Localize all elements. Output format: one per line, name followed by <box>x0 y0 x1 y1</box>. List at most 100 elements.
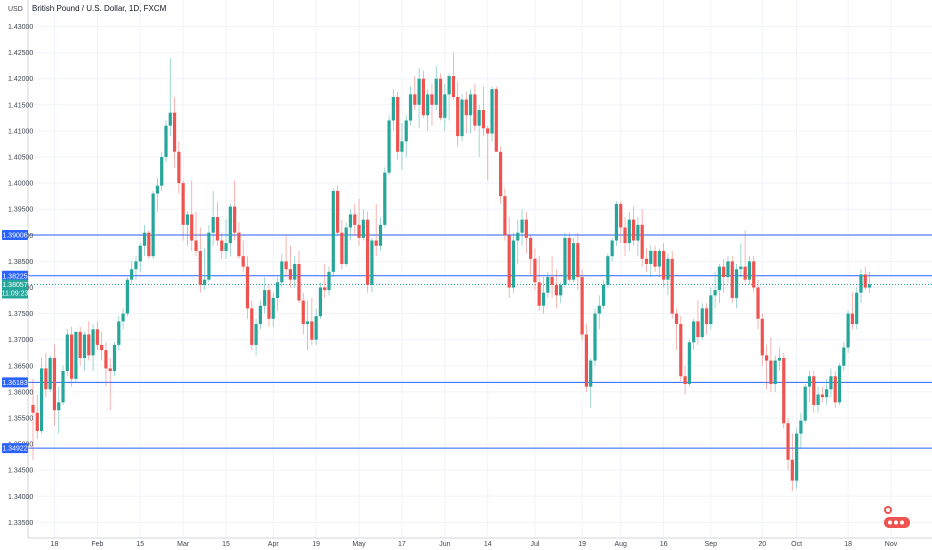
x-tick-label: 20 <box>758 541 766 548</box>
level-price-tag <box>2 270 28 281</box>
candle-body <box>529 237 533 259</box>
candle <box>374 203 378 257</box>
candle-body <box>44 368 48 390</box>
candle-body <box>632 219 636 241</box>
candle-body <box>507 235 511 288</box>
candle-body <box>78 331 82 358</box>
candle-body <box>301 300 305 325</box>
y-tick-label: 1.36500 <box>8 363 33 370</box>
candle <box>130 261 134 285</box>
candle <box>245 256 250 319</box>
candle-body <box>752 261 756 288</box>
candle-body <box>786 423 790 460</box>
x-tick-label: Aug <box>614 541 627 548</box>
candle-body <box>65 334 69 372</box>
candle <box>739 243 743 278</box>
candle <box>499 146 503 204</box>
candle-body <box>546 277 550 293</box>
candle-body <box>666 258 670 280</box>
candle-body <box>404 120 408 142</box>
candle-body <box>91 329 95 356</box>
candle <box>529 235 533 275</box>
candle-body <box>692 321 696 343</box>
candle <box>760 313 764 366</box>
candle-body <box>636 224 640 241</box>
y-tick-label: 1.37000 <box>8 337 33 344</box>
last-price-label: 1.38057 <box>2 282 27 289</box>
candle-body <box>726 261 730 278</box>
candle <box>378 217 383 251</box>
candle-body <box>640 224 644 259</box>
candle <box>254 318 258 356</box>
candle-body <box>807 376 812 387</box>
candle-body <box>426 94 430 116</box>
candle <box>318 282 323 319</box>
candle-body <box>434 78 438 105</box>
candle <box>237 222 241 259</box>
candle <box>537 256 541 311</box>
candle-body <box>447 76 451 95</box>
candle-body <box>305 321 310 325</box>
candle <box>606 253 610 288</box>
candle <box>670 250 674 319</box>
candle <box>447 73 451 121</box>
candle-body <box>580 277 584 335</box>
x-tick-label: 16 <box>660 541 668 548</box>
candle <box>91 324 95 372</box>
candle-body <box>181 183 185 225</box>
candle <box>370 237 374 293</box>
candle <box>803 384 807 424</box>
y-tick-label: 1.36000 <box>8 389 33 396</box>
candle-body <box>344 227 348 265</box>
candle <box>198 227 202 293</box>
candle <box>108 357 112 411</box>
candle-body <box>438 78 443 118</box>
candle <box>674 308 679 351</box>
candle <box>203 248 207 291</box>
candle-body <box>220 240 224 251</box>
candle <box>692 318 696 351</box>
candle-body <box>863 274 867 288</box>
x-tick-label: Sep <box>705 541 718 548</box>
candle-body <box>288 269 292 280</box>
candle <box>752 256 756 293</box>
candle <box>443 83 447 131</box>
candle <box>271 292 275 327</box>
x-tick-label: Mar <box>177 541 190 548</box>
candle <box>769 337 773 392</box>
candle-body <box>331 190 335 272</box>
candle <box>293 256 297 288</box>
candle <box>700 303 704 340</box>
x-tick-label: 18 <box>51 541 59 548</box>
level-price-label: 1.39006 <box>2 232 27 239</box>
candle <box>837 363 842 405</box>
candle <box>520 209 524 246</box>
candle-body <box>112 344 117 372</box>
candle-body <box>361 219 365 238</box>
candle-body <box>203 279 207 285</box>
candle-body <box>108 368 112 372</box>
candle <box>35 394 39 439</box>
x-tick-label: Nov <box>885 541 898 548</box>
candle <box>597 295 601 330</box>
candle <box>867 271 872 293</box>
candle <box>207 224 211 283</box>
candle <box>366 211 370 293</box>
candle-body <box>499 151 503 197</box>
candle <box>288 245 292 288</box>
candle <box>172 96 177 168</box>
x-tick-label: Jul <box>530 541 539 548</box>
candle-body <box>297 264 301 301</box>
candle <box>301 292 305 335</box>
candle-body <box>168 112 172 126</box>
x-tick-label: Oct <box>791 541 802 548</box>
candle <box>786 418 790 471</box>
candle <box>185 211 190 246</box>
candle-body <box>228 206 232 244</box>
candle <box>460 94 464 142</box>
candle <box>61 365 65 405</box>
candle <box>567 232 571 283</box>
candle-body <box>820 394 824 398</box>
candle-body <box>627 219 631 244</box>
